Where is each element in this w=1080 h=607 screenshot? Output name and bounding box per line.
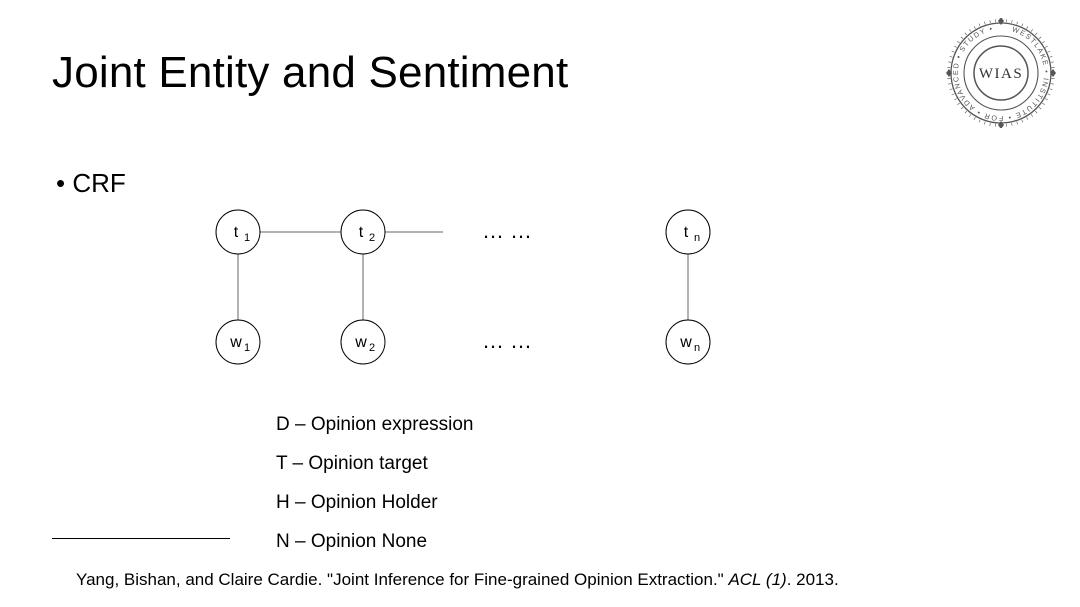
- wias-logo: WIASWESTLAKE • INSTITUTE • FOR • ADVANCE…: [946, 18, 1056, 128]
- svg-text:w: w: [679, 334, 692, 351]
- svg-text:1: 1: [244, 232, 250, 244]
- svg-text:w: w: [354, 334, 367, 351]
- svg-text:1: 1: [244, 342, 250, 354]
- footnote-rule: [52, 538, 230, 539]
- legend-item: D – Opinion expression: [276, 406, 474, 443]
- svg-text:2: 2: [369, 342, 375, 354]
- bullet-crf: CRF: [56, 168, 126, 199]
- svg-text:WIAS: WIAS: [979, 66, 1023, 82]
- citation-prefix: Yang, Bishan, and Claire Cardie. "Joint …: [76, 570, 728, 589]
- crf-diagram: t1t2tnw1w2wn…………: [200, 200, 760, 380]
- citation-suffix: . 2013.: [787, 570, 839, 589]
- svg-text:……: ……: [482, 218, 538, 243]
- svg-text:n: n: [694, 342, 700, 354]
- svg-text:t: t: [684, 224, 689, 241]
- svg-text:t: t: [359, 224, 364, 241]
- citation-journal: ACL (1): [728, 570, 786, 589]
- svg-text:w: w: [229, 334, 242, 351]
- svg-text:……: ……: [482, 328, 538, 353]
- svg-text:t: t: [234, 224, 239, 241]
- legend-item: T – Opinion target: [276, 445, 474, 482]
- legend: D – Opinion expression T – Opinion targe…: [276, 406, 474, 562]
- svg-text:2: 2: [369, 232, 375, 244]
- citation: Yang, Bishan, and Claire Cardie. "Joint …: [76, 570, 839, 590]
- slide-title: Joint Entity and Sentiment: [52, 48, 568, 98]
- legend-item: H – Opinion Holder: [276, 484, 474, 521]
- legend-item: N – Opinion None: [276, 523, 474, 560]
- svg-text:n: n: [694, 232, 700, 244]
